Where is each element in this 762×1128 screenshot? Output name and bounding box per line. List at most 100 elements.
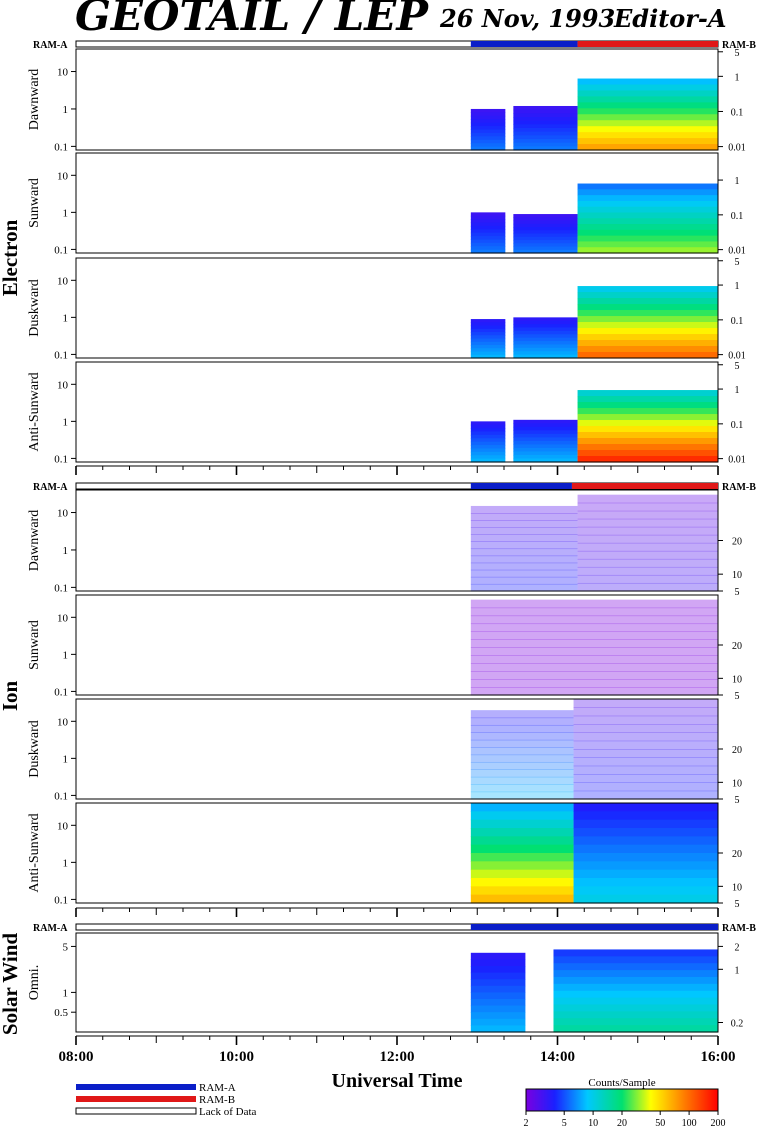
spectrogram-band (577, 108, 718, 115)
spectrogram-band (573, 819, 718, 829)
spectrogram-band (513, 109, 578, 114)
spectrogram-band (470, 647, 718, 656)
ram-segment (470, 483, 572, 489)
spectrogram-band (513, 433, 578, 438)
panel-label: Duskward (27, 720, 42, 778)
left-tick-label: 10 (57, 67, 69, 79)
left-tick-label: 1 (63, 753, 69, 765)
spectrogram-band (577, 189, 718, 196)
spectrogram-panel: 10 1 0.1 5 1 0.1 0.01 Anti-Sunward (27, 361, 746, 466)
spectrogram-band (470, 952, 526, 960)
spectrogram-band (470, 663, 718, 672)
spectrogram-band (573, 869, 718, 879)
spectrogram-band (573, 803, 718, 812)
spectrogram-band (513, 214, 578, 218)
spectrogram-band (577, 241, 718, 248)
spectrogram-band (470, 747, 574, 756)
spectrogram-band (577, 542, 718, 552)
spectrogram-band (577, 534, 718, 544)
spectrogram-band (470, 451, 506, 456)
colorbar-tick-label: 20 (617, 1118, 627, 1128)
spectrogram-segment (513, 317, 578, 359)
spectrogram-band (470, 229, 506, 234)
panel-background (76, 490, 718, 591)
spectrogram-band (573, 836, 718, 846)
spectrogram-band (577, 390, 718, 397)
ram-segment (571, 483, 718, 489)
spectrogram-band (470, 886, 574, 896)
legend-label-lack-of-data: Lack of Data (199, 1106, 257, 1118)
spectrogram-band (470, 754, 574, 763)
spectrogram-band (577, 224, 718, 231)
spectrogram-band (577, 444, 718, 451)
panel-label: Duskward (27, 279, 42, 337)
spectrogram-band (513, 320, 578, 325)
panel-label: Anti-Sunward (27, 813, 42, 892)
spectrogram-band (577, 102, 718, 109)
spectrogram-band (577, 90, 718, 97)
spectrogram-band (470, 555, 578, 564)
spectrogram-band (513, 344, 578, 349)
legend-swatch-ram-a (76, 1084, 196, 1090)
spectrogram-band (470, 607, 718, 617)
right-tick-label: 1 (735, 176, 740, 187)
right-tick-label: 10 (732, 570, 742, 581)
spectrogram-segment (513, 105, 578, 151)
spectrogram-band (513, 423, 578, 428)
spectrogram-band (553, 997, 718, 1006)
left-tick-label: 1 (63, 416, 69, 428)
spectrogram-band (513, 337, 578, 342)
left-tick-label: 10 (57, 170, 69, 182)
x-tick-label: 12:00 (380, 1049, 415, 1065)
spectrogram-band (573, 732, 718, 742)
spectrogram-panel: 10 1 0.1 5 1 0.1 0.01 Dawnward (27, 48, 746, 154)
spectrogram-band (470, 732, 574, 741)
spectrogram-band (470, 1018, 526, 1026)
spectrogram-band (470, 583, 578, 592)
spectrogram-band (470, 562, 578, 571)
spectrogram-segment (470, 599, 718, 696)
spectrogram-band (470, 985, 526, 993)
legend-swatch-lack-of-data (75, 1107, 197, 1115)
spectrogram-band (513, 217, 578, 222)
spectrogram-band (470, 769, 574, 778)
spectrogram-segment (577, 286, 718, 359)
colorbar-tick-label: 5 (562, 1118, 567, 1128)
panel-background (76, 595, 718, 695)
colorbar: Counts/Sample 2 5 10 20 50 100 200 (524, 1077, 726, 1128)
spectrogram-band (470, 999, 526, 1007)
spectrogram-band (470, 328, 506, 333)
spectrogram-band (470, 623, 718, 633)
ram-segment (577, 41, 718, 47)
spectrogram-band (553, 1018, 718, 1026)
plot-title: GEOTAIL / LEP (75, 0, 429, 40)
spectrogram-band (470, 225, 506, 230)
spectrogram-band (577, 183, 718, 190)
spectrogram-band (553, 1025, 718, 1033)
spectrogram-segment (470, 803, 574, 904)
left-tick-label: 5 (63, 941, 69, 953)
spectrogram-band (513, 317, 578, 322)
group-label-electron: Electron (0, 219, 22, 296)
right-tick-label: 20 (732, 745, 742, 756)
spectrogram-band (577, 206, 718, 214)
right-tick-label: 0.01 (728, 143, 746, 154)
spectrogram-panel: 10 1 0.1 20 10 5 Sunward (27, 594, 742, 702)
spectrogram-band (470, 126, 506, 131)
spectrogram-band (513, 135, 578, 140)
spectrogram-band (470, 811, 574, 821)
spectrogram-band (577, 450, 718, 457)
right-tick-label: 0.1 (731, 107, 744, 118)
spectrogram-segment (573, 699, 718, 800)
right-tick-label: 5 (735, 257, 740, 268)
spectrogram-band (470, 717, 574, 726)
ram-a-label: RAM-A (33, 923, 68, 934)
spectrogram-band (577, 510, 718, 520)
spectrogram-band (470, 115, 506, 120)
spectrogram-band (513, 113, 578, 118)
spectrogram-band (577, 566, 718, 576)
spectrogram-band (470, 853, 574, 862)
spectrogram-band (470, 819, 574, 829)
spectrogram-band (513, 105, 578, 111)
